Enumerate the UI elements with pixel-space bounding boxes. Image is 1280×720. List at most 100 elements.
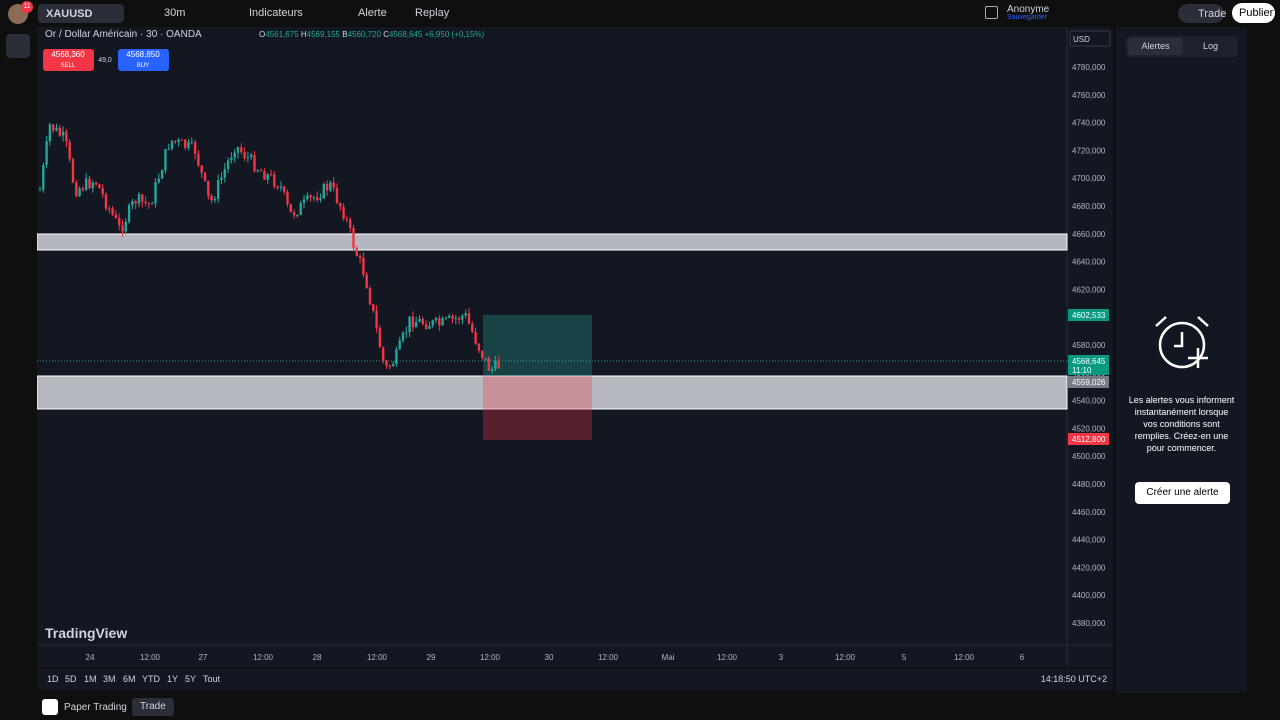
time-label: 12:00 [954, 653, 975, 662]
candle-body [309, 195, 312, 198]
candle-body [48, 124, 52, 142]
clock: 14:18:50 UTC+2 [1040, 674, 1107, 684]
candle-body [154, 182, 157, 204]
candle-body [38, 189, 42, 191]
candle-body [124, 221, 127, 232]
price-label: 4720,000 [1072, 146, 1106, 155]
alert[interactable]: Alerte [358, 7, 387, 19]
candle-body [302, 199, 306, 204]
tab-log[interactable]: Log [1202, 41, 1219, 51]
symbol[interactable]: XAUUSD [38, 4, 124, 23]
candle-body [42, 164, 45, 190]
candle-body [151, 203, 154, 205]
candle-body [213, 198, 217, 201]
time-label: 5 [902, 653, 907, 662]
replay[interactable]: Replay [415, 7, 450, 19]
interval[interactable]: 30m [164, 7, 186, 19]
candle-body [421, 318, 424, 324]
candle-body [481, 350, 484, 358]
cursor-tool[interactable] [6, 34, 30, 58]
candle-body [299, 203, 302, 216]
candle-body [428, 325, 431, 329]
time-label: 12:00 [140, 653, 161, 662]
candle-body [193, 141, 197, 154]
indicators[interactable]: Indicateurs [249, 7, 303, 19]
candle-body [497, 360, 500, 369]
candle-body [316, 196, 319, 201]
candle-body [332, 182, 335, 188]
price-tag [1068, 433, 1109, 445]
price-label: 4660,000 [1072, 230, 1106, 239]
alarm-icon [1155, 316, 1209, 369]
buy-button[interactable] [118, 49, 169, 71]
currency-select[interactable] [1069, 30, 1111, 47]
range-button[interactable]: 3M [103, 674, 116, 684]
candle-body [177, 139, 180, 142]
candle-body [368, 288, 372, 305]
create-alert[interactable]: Créer une alerte [1135, 482, 1230, 504]
candle-body [335, 187, 339, 204]
candle-body [61, 131, 65, 136]
candle-body [52, 124, 55, 131]
candle-body [362, 257, 365, 275]
tab-alerts[interactable]: Alertes [1128, 38, 1183, 55]
user[interactable]: Anonyme [1007, 4, 1050, 15]
spread: 49,0 [98, 57, 112, 64]
price-tag-text: 4568,645 [1072, 357, 1106, 366]
time-label: Mai [662, 653, 675, 662]
candle-body [210, 196, 213, 201]
candle-body [474, 331, 477, 344]
candle-body [385, 360, 388, 366]
candle-body [358, 256, 362, 258]
chart-bg [37, 27, 1113, 667]
candle-body [263, 171, 266, 180]
range-button[interactable]: 1M [84, 674, 97, 684]
publish-button[interactable]: Publier [1232, 3, 1275, 23]
range-button[interactable]: YTD [142, 674, 160, 684]
sell-button[interactable] [43, 49, 94, 71]
sell-price[interactable]: 4568,360 [51, 50, 85, 59]
price-label: 4520,000 [1072, 424, 1106, 433]
top-bar: 11 XAUUSD 30m Indicateurs Alerte Replay … [0, 0, 1280, 27]
range-button[interactable]: 5Y [185, 674, 197, 684]
candle-body [329, 182, 332, 191]
candle-body [319, 198, 322, 201]
candle-body [431, 320, 434, 326]
candle-body [246, 157, 250, 159]
range-button[interactable]: 5D [65, 674, 77, 684]
candle-body [104, 194, 108, 209]
buy-label[interactable]: BUY [137, 63, 149, 69]
candle-body [464, 313, 467, 316]
candle-body [134, 201, 137, 204]
range-button[interactable]: 6M [123, 674, 136, 684]
candle-body [401, 332, 405, 341]
candle-body [441, 318, 444, 326]
resistance-zone [37, 233, 1068, 251]
watermark: TradingView [45, 625, 127, 641]
price-tag [1068, 355, 1109, 375]
save[interactable]: Sauvegarder [1007, 14, 1048, 21]
buy-price[interactable]: 4568,850 [126, 50, 160, 59]
footer-trade[interactable]: Trade [132, 698, 174, 716]
candle-body [345, 218, 349, 220]
candle-body [266, 174, 269, 180]
trade-button[interactable]: Trade [1178, 4, 1226, 23]
currency[interactable]: USD [1073, 35, 1090, 44]
range-button[interactable]: 1D [47, 674, 59, 684]
price-label: 4760,000 [1072, 91, 1106, 100]
candle-body [111, 208, 114, 215]
candle-body [114, 214, 118, 219]
range-button[interactable]: Tout [203, 674, 221, 684]
candle-body [94, 182, 98, 185]
price-label: 4380,000 [1072, 619, 1106, 628]
candle-body [405, 332, 408, 334]
candle-body [322, 183, 325, 199]
candle-body [101, 188, 104, 195]
loss-zone [483, 376, 592, 440]
candle-body [187, 141, 190, 148]
sell-label[interactable]: SELL [61, 63, 76, 69]
layout-icon[interactable] [985, 6, 998, 19]
paper-trading[interactable]: Paper Trading [64, 702, 127, 713]
range-button[interactable]: 1Y [167, 674, 179, 684]
price-label: 4680,000 [1072, 202, 1106, 211]
